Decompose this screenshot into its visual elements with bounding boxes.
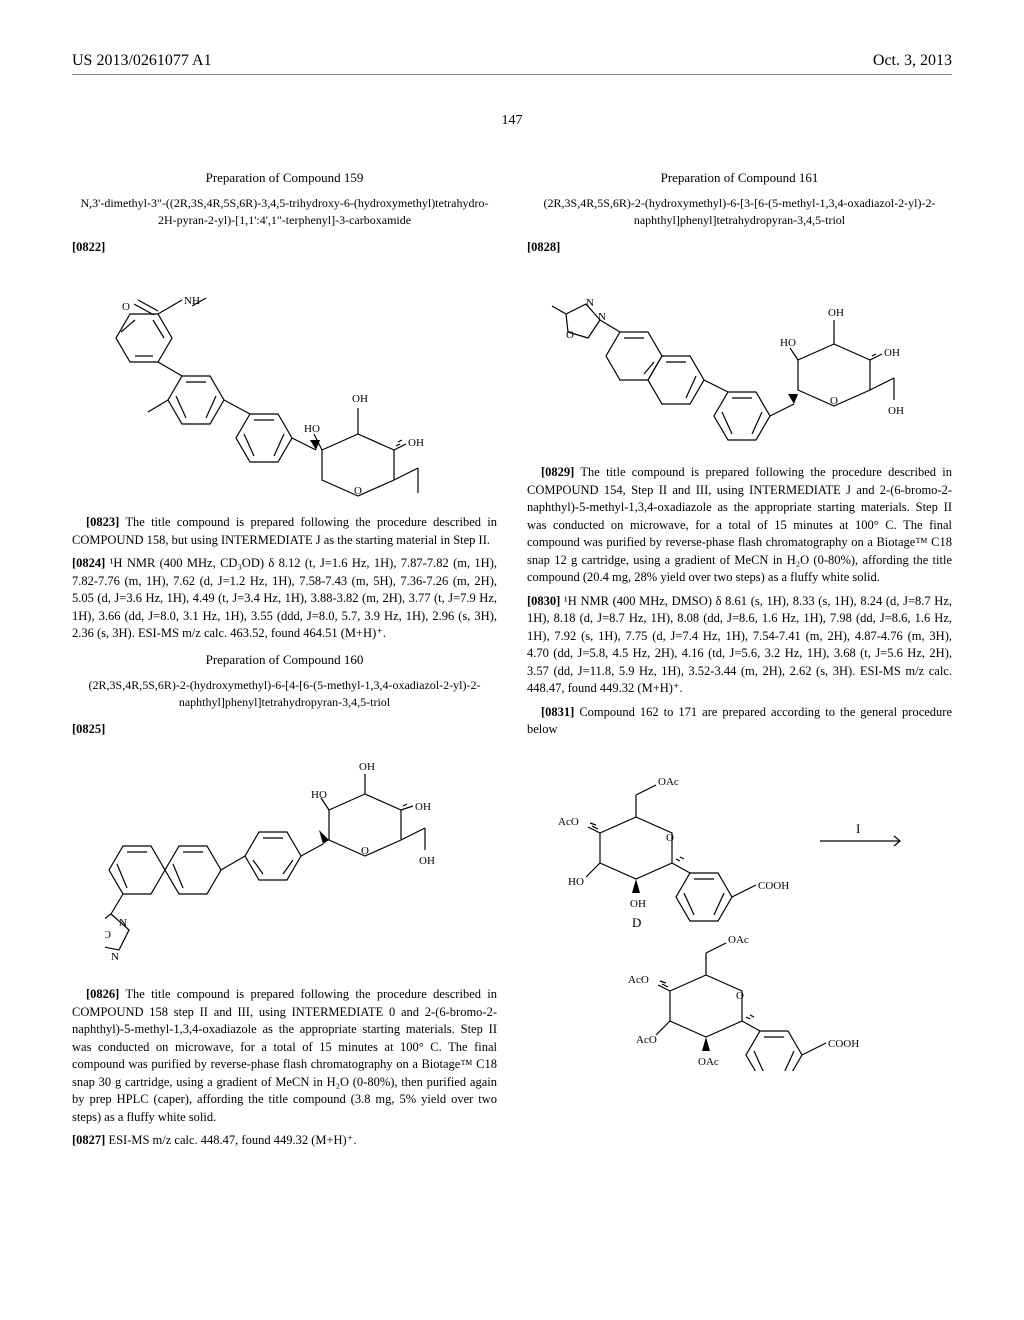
- para-0826: [0826]: [86, 987, 119, 1001]
- svg-text:D: D: [632, 915, 641, 930]
- para-0827-text: ESI-MS m/z calc. 448.47, found 449.32 (M…: [108, 1133, 356, 1147]
- prep161-title: Preparation of Compound 161: [527, 169, 952, 187]
- scheme-d-i: O OAc AcO HO OH: [527, 751, 952, 1071]
- svg-text:COOH: COOH: [828, 1038, 859, 1050]
- para-0829-text: The title compound is prepared following…: [527, 465, 952, 584]
- svg-text:OH: OH: [888, 405, 904, 417]
- para-0830-text: ¹H NMR (400 MHz, DMSO) δ 8.61 (s, 1H), 8…: [527, 594, 952, 696]
- para-0822: [0822]: [72, 240, 105, 254]
- structure-159: NH O: [72, 268, 497, 498]
- para-0824-text: ¹H NMR (400 MHz, CD₃OD) δ 8.12 (t, J=1.6…: [72, 556, 497, 640]
- svg-text:OH: OH: [884, 347, 900, 359]
- svg-text:NH: NH: [184, 295, 200, 307]
- svg-text:OAc: OAc: [728, 934, 749, 946]
- patent-id: US 2013/0261077 A1: [72, 50, 212, 72]
- prep160-name: (2R,3S,4R,5S,6R)-2-(hydroxymethyl)-6-[4-…: [72, 677, 497, 711]
- svg-text:OH: OH: [828, 307, 844, 319]
- svg-text:OH: OH: [408, 437, 424, 449]
- svg-text:N: N: [111, 951, 119, 963]
- svg-text:OAc: OAc: [658, 776, 679, 788]
- svg-text:O: O: [566, 329, 574, 341]
- prep159-title: Preparation of Compound 159: [72, 169, 497, 187]
- prep159-name: N,3'-dimethyl-3"-((2R,3S,4R,5S,6R)-3,4,5…: [72, 195, 497, 229]
- svg-text:O: O: [736, 990, 744, 1002]
- svg-text:AcO: AcO: [558, 816, 579, 828]
- svg-text:O: O: [122, 301, 130, 313]
- svg-text:HO: HO: [304, 423, 320, 435]
- para-0831: [0831]: [541, 705, 574, 719]
- para-0829: [0829]: [541, 465, 574, 479]
- structure-161: N N O: [527, 268, 952, 448]
- para-0824: [0824]: [72, 556, 105, 570]
- para-0827: [0827]: [72, 1133, 105, 1147]
- svg-text:AcO: AcO: [636, 1034, 657, 1046]
- svg-text:O: O: [666, 832, 674, 844]
- svg-text:OH: OH: [630, 898, 646, 910]
- para-0823: [0823]: [86, 515, 119, 529]
- svg-text:OH: OH: [352, 393, 368, 405]
- svg-text:AcO: AcO: [628, 974, 649, 986]
- svg-text:N: N: [586, 297, 594, 309]
- svg-text:OAc: OAc: [698, 1056, 719, 1068]
- prep160-title: Preparation of Compound 160: [72, 651, 497, 669]
- svg-text:O: O: [354, 485, 362, 497]
- para-0826-text: The title compound is prepared following…: [72, 987, 497, 1124]
- left-column: Preparation of Compound 159 N,3'-dimethy…: [72, 161, 497, 1156]
- svg-text:HO: HO: [780, 337, 796, 349]
- svg-text:OH: OH: [412, 497, 428, 498]
- svg-text:N: N: [119, 917, 127, 929]
- para-0823-text: The title compound is prepared following…: [72, 515, 497, 547]
- para-0830: [0830]: [527, 594, 560, 608]
- structure-160: O OH HO OH OH: [72, 750, 497, 970]
- para-0831-text: Compound 162 to 171 are prepared accordi…: [527, 705, 952, 737]
- svg-text:O: O: [361, 845, 369, 857]
- svg-text:OH: OH: [415, 801, 431, 813]
- para-0828: [0828]: [527, 240, 560, 254]
- svg-text:O: O: [105, 929, 111, 941]
- svg-text:COOH: COOH: [758, 880, 789, 892]
- svg-text:O: O: [830, 395, 838, 407]
- para-0825: [0825]: [72, 722, 105, 736]
- svg-text:I: I: [856, 821, 860, 836]
- svg-text:HO: HO: [568, 876, 584, 888]
- right-column: Preparation of Compound 161 (2R,3S,4R,5S…: [527, 161, 952, 1156]
- patent-date: Oct. 3, 2013: [873, 50, 952, 72]
- svg-text:OH: OH: [359, 761, 375, 773]
- svg-text:OH: OH: [419, 855, 435, 867]
- svg-text:HO: HO: [311, 789, 327, 801]
- prep161-name: (2R,3S,4R,5S,6R)-2-(hydroxymethyl)-6-[3-…: [527, 195, 952, 229]
- page-number: 147: [72, 111, 952, 131]
